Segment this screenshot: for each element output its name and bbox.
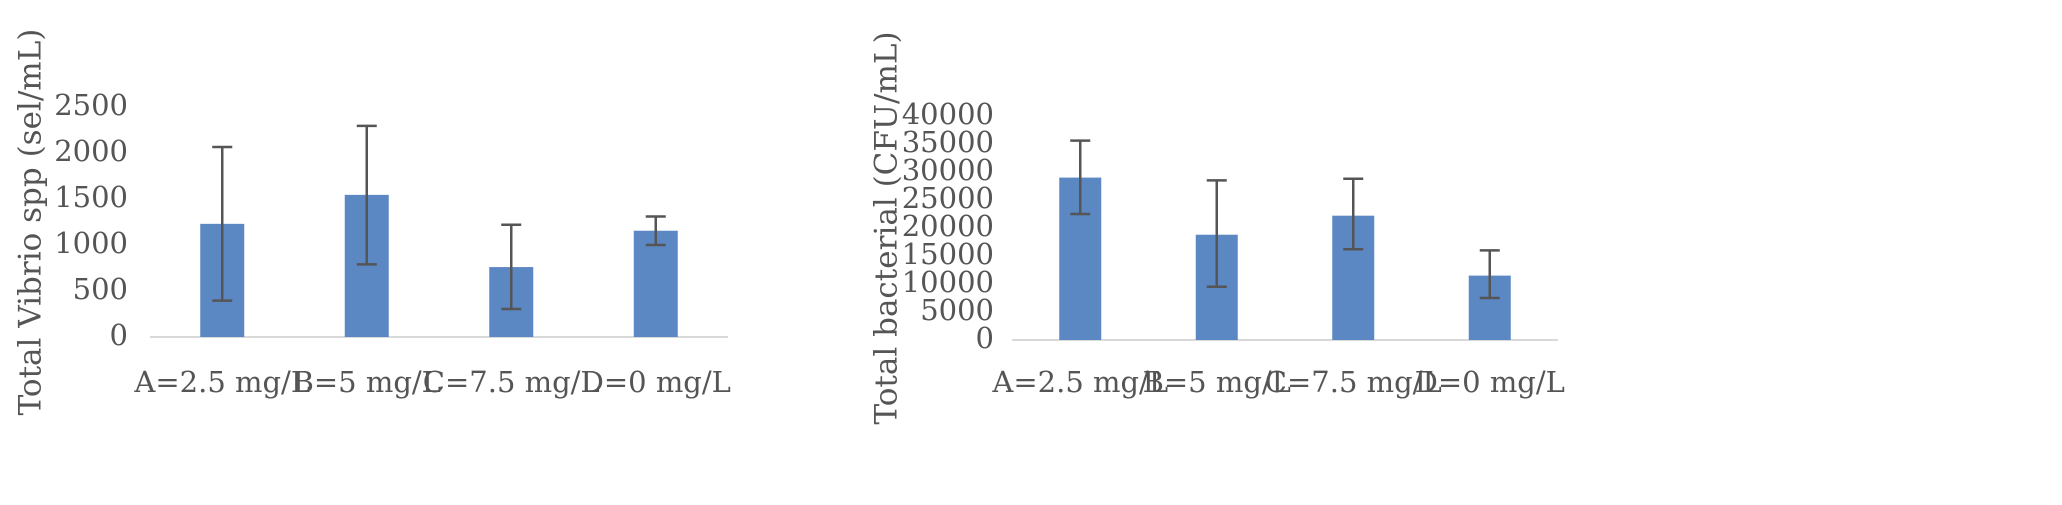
x-category-label: D=0 mg/L — [1415, 365, 1565, 399]
y-tick-label: 15000 — [902, 237, 994, 271]
x-category-label: A=2.5 mg/L — [133, 365, 310, 399]
y-tick-label: 0 — [976, 321, 994, 355]
y-tick-label: 10000 — [902, 265, 994, 299]
vibrio-bar-chart: 0 500 1000 1500 2000 2500 A=2.5 mg/LB=5 mg/LC=… — [13, 29, 731, 416]
x-category-label: B=5 mg/L — [1143, 365, 1291, 399]
y-tick-label: 2500 — [54, 88, 128, 122]
y-tick-label: 0 — [110, 318, 128, 352]
y-tick-label: 1500 — [54, 180, 128, 214]
bar — [633, 230, 678, 337]
y-tick-label: 25000 — [902, 181, 994, 215]
y-tick-label: 2000 — [54, 134, 128, 168]
y-tick-label: 20000 — [902, 209, 994, 243]
y-tick-label: 35000 — [902, 125, 994, 159]
x-category-label: D=0 mg/L — [581, 365, 731, 399]
y-tick-label: 30000 — [902, 153, 994, 187]
x-category-label: A=2.5 mg/L — [991, 365, 1168, 399]
x-category-label: B=5 mg/L — [293, 365, 441, 399]
y-tick-label: 40000 — [902, 97, 994, 131]
x-category-label: C=7.5 mg/L — [423, 365, 600, 399]
bacterial-bar-chart: 0500010000150002000025000300003500040000… — [869, 31, 1565, 424]
y-tick-label: 1000 — [54, 226, 128, 260]
y-tick-label: 5000 — [920, 293, 994, 327]
x-category-label: C=7.5 mg/L — [1265, 365, 1442, 399]
y-axis-title: Total Vibrio spp (sel/mL) — [13, 29, 49, 416]
y-axis-title: Total bacterial (CFU/mL) — [869, 31, 905, 424]
y-tick-label: 500 — [73, 272, 128, 306]
